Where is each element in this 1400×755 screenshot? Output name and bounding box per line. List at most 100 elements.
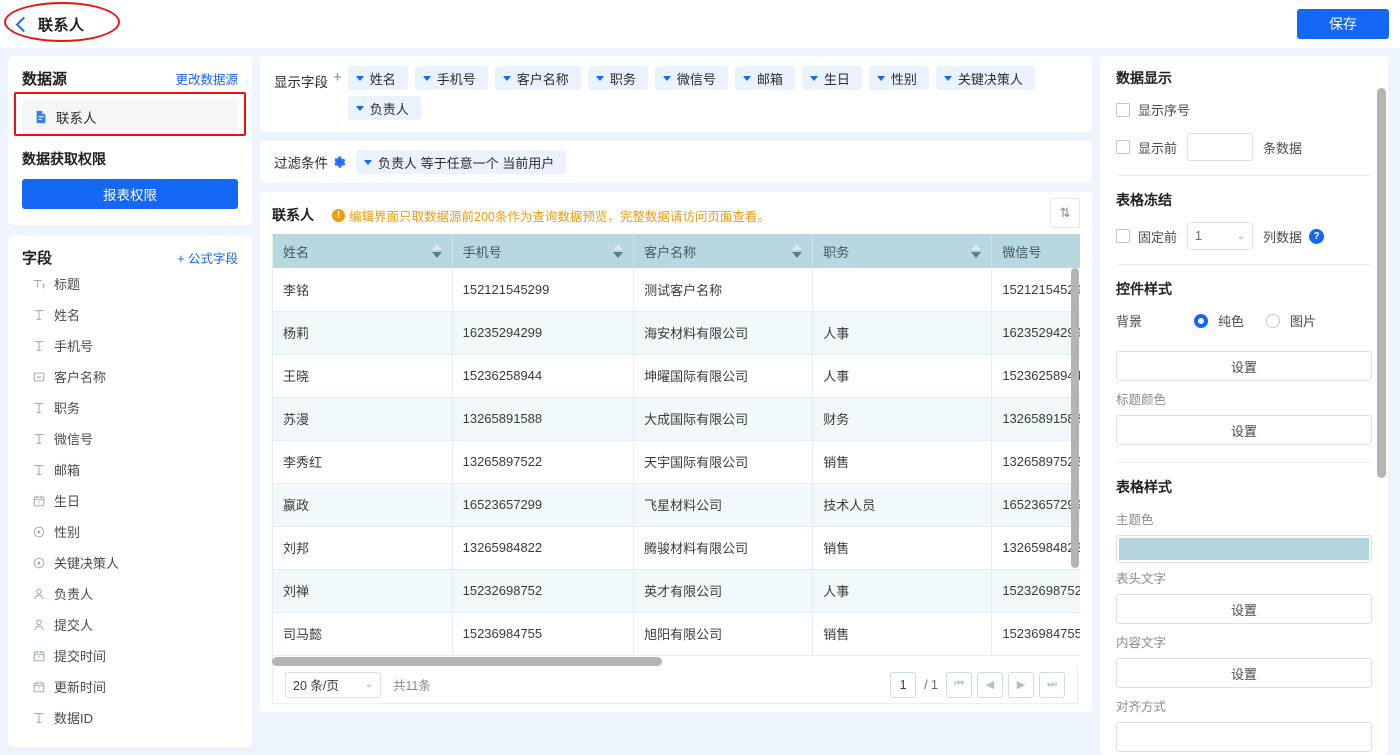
text-icon [34, 402, 44, 413]
chip-label: 关键决策人 [957, 71, 1023, 87]
datasource-item[interactable]: 联系人 [22, 99, 238, 135]
freeze-checkbox[interactable] [1116, 229, 1130, 243]
table-cell: 技术人员 [812, 483, 993, 527]
table-style-title: 表格样式 [1116, 479, 1172, 495]
caret-down-icon [355, 75, 364, 81]
field-list: 标题 姓名 手机号 客户名称 职务 微信号 邮箱 7 生日 性别 关键决策人 负责人 提交人 7 提交时间 7… [22, 268, 238, 733]
report-permission-button[interactable]: 报表权限 [22, 179, 238, 209]
field-item[interactable]: 微信号 [22, 423, 238, 454]
column-sort-toggle[interactable] [613, 244, 624, 258]
change-datasource-link[interactable]: 更改数据源 [175, 73, 238, 87]
table-row[interactable]: 苏漫13265891588大成国际有限公司财务13265891588dfdf@1 [273, 397, 1080, 441]
display-field-chip[interactable]: 邮箱 [734, 66, 795, 90]
next-page-button[interactable]: ▶ [1008, 671, 1034, 698]
field-item[interactable]: 关键决策人 [22, 547, 238, 578]
data-display-title: 数据显示 [1116, 70, 1172, 86]
fields-title: 字段 [22, 250, 53, 267]
page-number-input[interactable]: 1 [890, 671, 917, 698]
field-item[interactable]: 性别 [22, 516, 238, 547]
gear-icon[interactable] [333, 155, 346, 169]
radio-image[interactable] [1266, 313, 1281, 328]
filter-condition-chip[interactable]: 负责人 等于任意一个 当前用户 [356, 150, 567, 174]
table-column-header[interactable]: 职务 [812, 234, 993, 268]
field-item[interactable]: 提交人 [22, 609, 238, 640]
table-column-header[interactable]: 客户名称 [633, 234, 814, 268]
display-field-chip[interactable]: 姓名 [347, 66, 408, 90]
field-item[interactable]: 负责人 [22, 578, 238, 609]
content-text-setting-button[interactable]: 设置 [1116, 658, 1372, 688]
radio-solid[interactable] [1194, 313, 1209, 328]
chevron-left-icon[interactable] [14, 16, 30, 32]
prev-page-button[interactable]: ◀ [977, 671, 1003, 698]
add-display-field-button[interactable]: + [333, 69, 342, 86]
last-page-button[interactable]: ⏭ [1039, 671, 1065, 698]
field-item[interactable]: 数据ID [22, 702, 238, 733]
show-index-row[interactable]: 显示序号 [1116, 100, 1372, 119]
page-total-label: / 1 [924, 677, 938, 692]
field-item[interactable]: 职务 [22, 392, 238, 423]
display-field-chip[interactable]: 性别 [868, 66, 929, 90]
display-field-chip[interactable]: 生日 [801, 66, 862, 90]
show-first-row[interactable]: 显示前 条数据 [1116, 133, 1372, 161]
table-row[interactable]: 嬴政16523657299飞星材料公司技术人员16523657299gfdg@1 [273, 483, 1080, 527]
column-sort-toggle[interactable] [431, 244, 442, 258]
display-field-chip[interactable]: 手机号 [414, 66, 488, 90]
freeze-columns-select[interactable]: 1 ⌄ [1187, 222, 1254, 250]
display-field-chip[interactable]: 职务 [587, 66, 648, 90]
divider-2 [1116, 264, 1372, 265]
table-row[interactable]: 李秀红13265897522天宇国际有限公司销售13265897522fgdgf… [273, 440, 1080, 484]
sort-arrows-icon[interactable]: ⇅ [1050, 198, 1080, 228]
freeze-row[interactable]: 固定前 1 ⌄ 列数据 ? [1116, 222, 1372, 250]
show-index-checkbox[interactable] [1116, 102, 1130, 117]
table-row[interactable]: 杨莉16235294299海安材料有限公司人事16235294299sdfsd@ [273, 311, 1080, 355]
save-button[interactable]: 保存 [1297, 9, 1389, 39]
title-color-setting-button[interactable]: 设置 [1116, 415, 1372, 445]
field-item[interactable]: 客户名称 [22, 361, 238, 392]
table-row[interactable]: 刘禅15232698752英才有限公司人事15232698752hhgh@ [273, 569, 1080, 613]
field-item[interactable]: 7 提交时间 [22, 640, 238, 671]
column-sort-toggle[interactable] [792, 244, 803, 258]
warning-icon: ! [332, 208, 345, 222]
add-formula-field-link[interactable]: + 公式字段 [177, 248, 238, 267]
table-row[interactable]: 刘邦13265984822腾骏材料有限公司销售13265984822ghg@16 [273, 526, 1080, 570]
scrollbar-thumb[interactable] [272, 657, 662, 666]
table-cell: 13265897522 [991, 440, 1080, 484]
show-first-checkbox[interactable] [1116, 140, 1130, 154]
table-cell: 人事 [812, 311, 993, 355]
field-item[interactable]: 姓名 [22, 299, 238, 330]
background-label: 背景 [1116, 314, 1143, 329]
display-field-chip[interactable]: 微信号 [654, 66, 728, 90]
column-sort-toggle[interactable] [971, 244, 982, 258]
field-item[interactable]: 邮箱 [22, 454, 238, 485]
page-scrollbar[interactable] [1377, 88, 1386, 478]
table-vertical-scrollbar[interactable] [1071, 268, 1079, 568]
field-item[interactable]: 7 生日 [22, 485, 238, 516]
table-column-header[interactable]: 手机号 [452, 234, 635, 268]
table-cell: 苏漫 [273, 397, 453, 441]
table-row[interactable]: 李铭152121545299测试客户名称152121545299 [273, 268, 1080, 312]
display-field-chip[interactable]: 关键决策人 [935, 66, 1035, 90]
table-row[interactable]: 王晓15236258944坤曜国际有限公司人事15236258944sdfs@1 [273, 354, 1080, 398]
field-item[interactable]: 手机号 [22, 330, 238, 361]
table-column-header[interactable]: 微信号 [991, 234, 1080, 268]
table-horizontal-scrollbar[interactable] [272, 657, 1078, 666]
field-item[interactable]: 标题 [22, 268, 238, 299]
table-cell: 销售 [812, 526, 993, 570]
theme-color-swatch[interactable] [1116, 535, 1372, 563]
table-cell: 13265897522 [452, 440, 635, 484]
display-field-chip[interactable]: 客户名称 [494, 66, 581, 90]
field-item[interactable]: 7 更新时间 [22, 671, 238, 702]
table-row[interactable]: 司马懿15236984755旭阳有限公司销售15236984755jhgj@16 [273, 612, 1080, 656]
show-first-input[interactable] [1187, 133, 1254, 161]
page-size-select[interactable]: 20 条/页 ⌄ [285, 671, 381, 698]
display-field-chip[interactable]: 负责人 [347, 96, 421, 120]
back-navigation[interactable]: 联系人 [4, 1, 120, 42]
header-text-setting-button[interactable]: 设置 [1116, 594, 1372, 624]
table-body: 李铭152121545299测试客户名称152121545299杨莉162352… [273, 268, 1080, 656]
help-icon[interactable]: ? [1309, 228, 1325, 244]
first-page-button[interactable]: ⏮ [946, 671, 972, 698]
table-column-header[interactable]: 姓名 [273, 234, 453, 268]
align-setting-button[interactable] [1116, 722, 1372, 752]
background-setting-button[interactable]: 设置 [1116, 351, 1372, 381]
